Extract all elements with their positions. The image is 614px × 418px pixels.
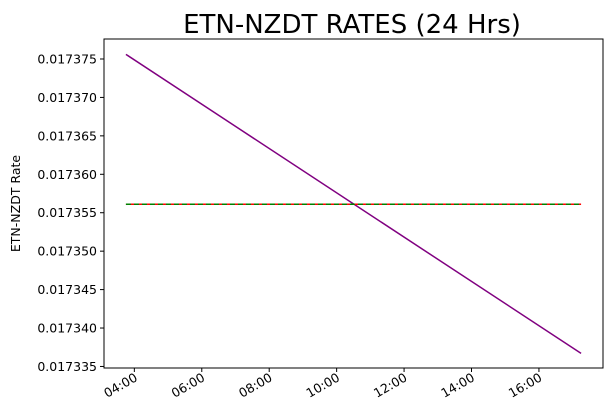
x-tick-label: 10:00 xyxy=(303,370,342,401)
y-tick-label: 0.017355 xyxy=(37,205,97,220)
y-tick-label: 0.017360 xyxy=(37,167,97,182)
x-tick-label: 08:00 xyxy=(236,370,275,401)
y-tick-label: 0.017335 xyxy=(37,359,97,374)
x-axis: 04:00 06:00 08:00 10:00 12:00 14:00 16:00 xyxy=(101,368,544,401)
y-tick-label: 0.017350 xyxy=(37,244,97,259)
y-axis-label: ETN-NZDT Rate xyxy=(8,155,23,253)
chart-title: ETN-NZDT RATES (24 Hrs) xyxy=(183,10,521,40)
x-tick-label: 16:00 xyxy=(506,370,545,401)
y-tick-label: 0.017345 xyxy=(37,282,97,297)
x-tick-label: 06:00 xyxy=(169,370,208,401)
y-tick-label: 0.017375 xyxy=(37,51,97,66)
x-tick-label: 04:00 xyxy=(101,370,140,401)
y-tick-label: 0.017370 xyxy=(37,90,97,105)
y-axis: 0.017335 0.017340 0.017345 0.017350 0.017355… xyxy=(37,51,104,374)
y-tick-label: 0.017340 xyxy=(37,321,97,336)
x-tick-label: 12:00 xyxy=(371,370,410,401)
plot-lines xyxy=(125,53,582,355)
y-tick-label: 0.017365 xyxy=(37,128,97,143)
x-tick-label: 14:00 xyxy=(438,370,477,401)
plot-frame xyxy=(103,38,604,369)
